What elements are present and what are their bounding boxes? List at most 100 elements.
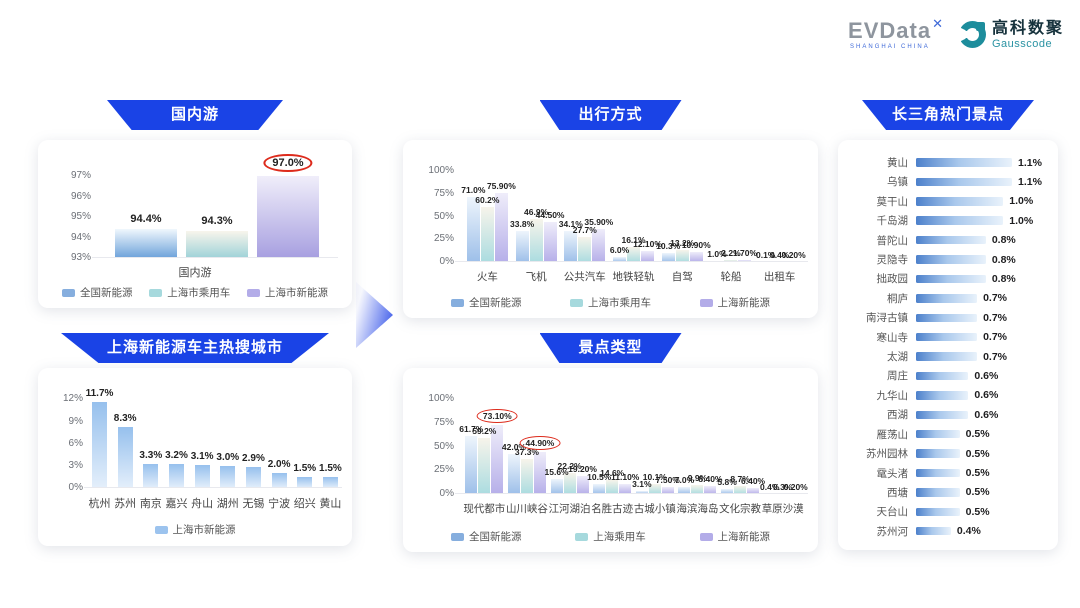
bar-group: 94.4% — [115, 166, 177, 258]
hbar-list: 黄山 1.1% 乌镇 1.1% 莫干山 1.0% 千岛湖 1.0% 普陀山 0.8% 灵隐寺 0.8%… — [850, 154, 1048, 540]
hbar — [916, 158, 1012, 167]
hbar — [916, 526, 951, 536]
bars — [658, 162, 707, 262]
bar-group: 3.1% 10.1% 7.50% 古城小镇 — [632, 390, 680, 515]
bars — [761, 390, 804, 494]
category-label: 黄山 — [319, 498, 342, 510]
gausscode-wordmark: 高科数聚 Gausscode — [992, 20, 1064, 50]
legend-swatch — [575, 532, 589, 541]
hbar-track: 0.5% — [916, 467, 1048, 479]
hbar — [916, 468, 960, 478]
spot-name: 寒山寺 — [876, 331, 909, 344]
bar-group: 2.9% 无锡 — [242, 392, 265, 510]
gausscode-g-icon — [958, 21, 986, 49]
legend-label: 上海乘用车 — [593, 531, 646, 543]
y-tick-label: 97% — [70, 170, 91, 182]
gausscode-cn-text: 高科数聚 — [991, 20, 1064, 37]
spot-value: 0.4% — [956, 525, 981, 538]
hbar-track: 0.5% — [916, 428, 1048, 440]
header-logos: EVData ✕ SHANGHAI CHINA 高科数聚 Gausscode — [848, 16, 1064, 50]
spot-value: 1.1% — [1018, 175, 1042, 188]
spot-value: 0.5% — [965, 467, 990, 479]
legend-label: 上海新能源 — [717, 297, 771, 309]
category-label: 嘉兴 — [165, 498, 188, 510]
bar — [747, 487, 760, 494]
bar-group: 0.4% 0.3% 0.20% 草原沙漠 — [760, 390, 808, 515]
category-label: 南京 — [139, 498, 162, 510]
hbar-row: 千岛湖 1.0% — [850, 212, 1048, 229]
bar — [678, 487, 691, 494]
spot-name: 天台山 — [876, 506, 909, 519]
bar-value-label: 1.5% — [293, 462, 317, 474]
bar — [606, 480, 619, 494]
bar-group: 1.0% 2.2% 1.70% 轮船 — [707, 162, 757, 283]
hbar — [916, 449, 960, 458]
category-label: 飞机 — [525, 271, 547, 283]
hbar-track: 0.7% — [916, 331, 1048, 343]
legend-swatch — [699, 298, 713, 307]
bar-value-label: 0.4% — [769, 249, 790, 260]
y-tick-label: 0% — [68, 482, 83, 493]
spot-value: 0.6% — [974, 408, 999, 421]
hbar-row: 西塘 0.5% — [850, 484, 1048, 501]
chart-card: 0% 25% 50% 75% 100% 61.7% 59.2% 73.10% 现代都市 42.0%… — [403, 368, 818, 552]
bar — [515, 231, 529, 262]
hbar — [916, 429, 960, 439]
bar-value-label: 10.90% — [681, 240, 711, 251]
spot-name: 桐庐 — [887, 292, 908, 305]
legend-swatch — [570, 298, 583, 307]
bar — [738, 260, 752, 262]
bars-row: 94.4% 94.3% 97.0% — [100, 154, 334, 258]
bar — [220, 465, 236, 488]
bar — [520, 458, 533, 494]
bar — [627, 247, 641, 262]
bar-value-label: 44.90% — [519, 435, 561, 450]
bar — [533, 451, 546, 494]
bar-value-label: 12.10% — [633, 239, 662, 249]
bar-value-label: 94.3% — [201, 215, 233, 228]
panel-title: 景点类型 — [578, 339, 643, 356]
bars — [591, 390, 634, 494]
gausscode-logo: 高科数聚 Gausscode — [958, 20, 1064, 50]
hbar-track: 0.6% — [916, 389, 1048, 401]
y-tick-label: 94% — [70, 231, 91, 243]
bar-value-label: 61.7% — [459, 423, 484, 434]
hbar-row: 太湖 0.7% — [850, 348, 1048, 365]
legend-swatch — [699, 532, 713, 541]
category-label: 出租车 — [763, 271, 796, 283]
evdata-wordmark: EVData ✕ — [848, 16, 943, 42]
hbar-row: 苏州园林 0.5% — [850, 445, 1048, 462]
hbar-row: 雁荡山 0.5% — [850, 426, 1048, 443]
bar-value-label: 0.4% — [760, 481, 780, 492]
bar — [648, 484, 661, 494]
evdata-subtitle: SHANGHAI CHINA — [850, 44, 930, 50]
spot-name: 西湖 — [887, 409, 908, 422]
spot-value: 1.0% — [1009, 214, 1034, 227]
bar-value-label: 10.5% — [587, 472, 612, 483]
bar — [592, 229, 606, 262]
hbar-track: 0.7% — [916, 292, 1048, 304]
plot-area: 0% 3% 6% 9% 12% 11.7% 杭州 8.3% 苏州 3.3% 南京 3.2% 嘉兴 3.1%… — [63, 388, 342, 510]
category-label: 绍兴 — [293, 498, 316, 510]
hbar-row: 莫干山 1.0% — [850, 193, 1048, 210]
category-label: 海滨海岛 — [676, 503, 719, 515]
bar-value-label: 71.0% — [461, 185, 486, 196]
bar-value-label: 8.7% — [730, 473, 750, 484]
hbar-row: 拙政园 0.8% — [850, 270, 1048, 287]
bars-row: 11.7% 杭州 8.3% 苏州 3.3% 南京 3.2% 嘉兴 3.1% 舟山 3.0% 湖州 2.9… — [86, 388, 342, 510]
legend: 全国新能源 上海乘用车 上海新能源 — [403, 529, 818, 544]
hbar-track: 1.0% — [916, 195, 1048, 207]
bar — [257, 176, 319, 258]
bar-group: 1.5% 黄山 — [319, 392, 342, 510]
bar-group: 3.1% 舟山 — [191, 392, 214, 510]
hbar-track: 1.0% — [916, 215, 1048, 227]
legend-label: 上海市乘用车 — [588, 297, 651, 309]
bar-value-label: 97.0% — [263, 154, 313, 173]
bar-group: 34.1% 27.7% 35.90% 公共汽车 — [559, 162, 613, 283]
y-tick-label: 12% — [62, 393, 83, 405]
bar-value-label: 0.3% — [773, 481, 793, 492]
spot-name: 千岛湖 — [876, 215, 909, 228]
bar — [465, 435, 478, 494]
y-tick-label: 100% — [428, 393, 454, 405]
hbar — [916, 274, 986, 284]
